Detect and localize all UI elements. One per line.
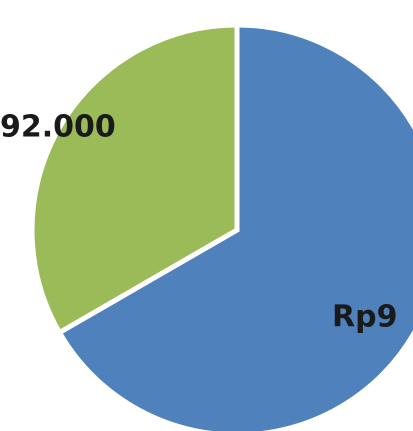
data-label: Rp9	[332, 300, 397, 335]
data-label: 92.000	[0, 110, 116, 145]
pie-slice	[56, 22, 413, 431]
pie-slice	[29, 22, 240, 336]
